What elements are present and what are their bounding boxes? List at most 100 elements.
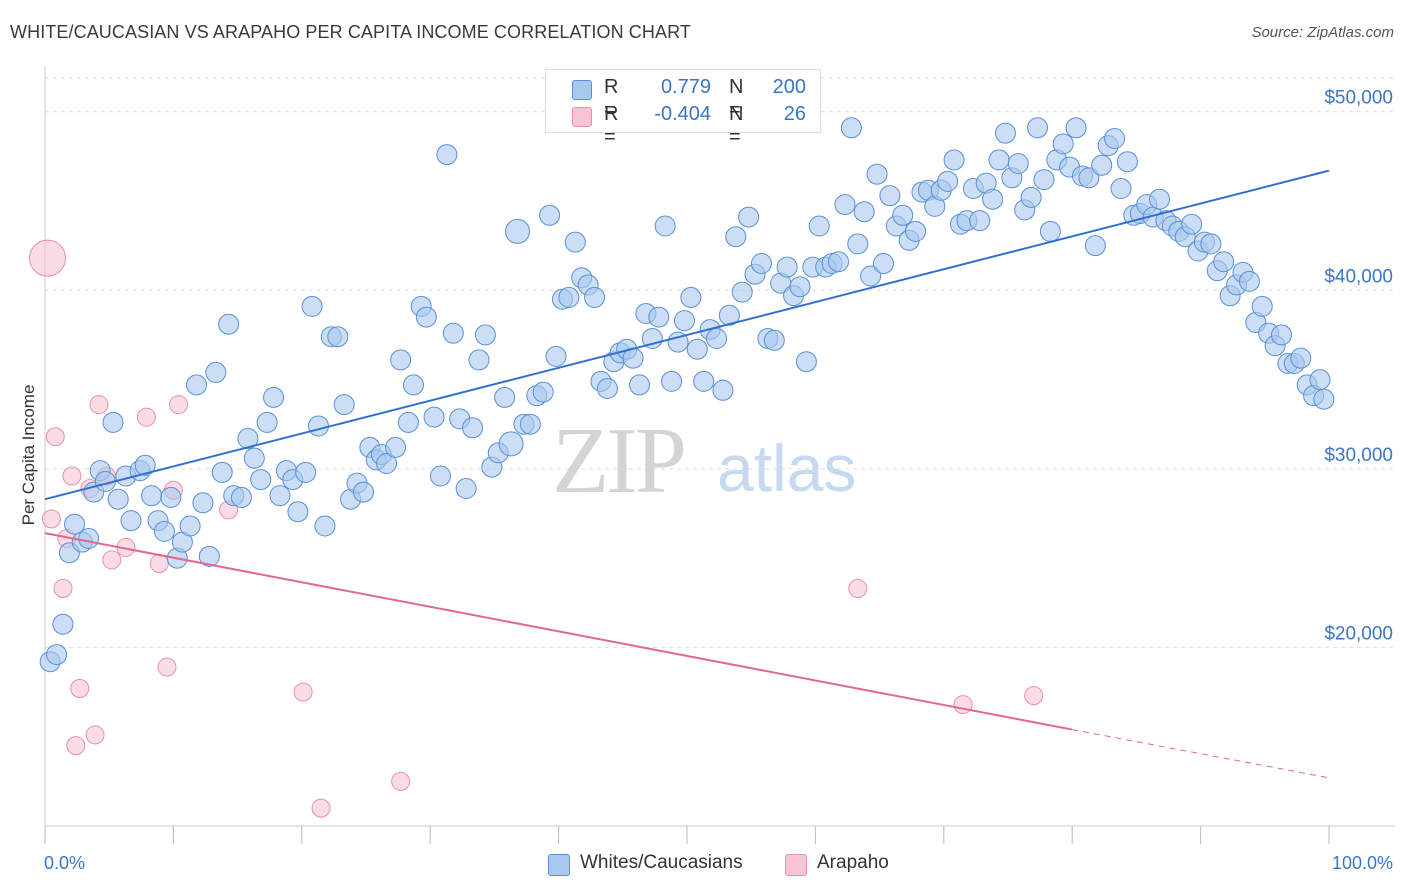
white-point [545,345,567,367]
arapaho-trend-extension [1072,729,1330,779]
gridlines [45,77,1395,648]
white-point [860,265,882,287]
watermark-zip: ZIP [552,409,684,513]
y-tick-label: $20,000 [1324,623,1393,644]
arapaho-point [1024,686,1044,706]
white-point [693,370,715,392]
white-point [230,486,252,508]
white-point [648,306,670,328]
white-point [706,328,728,349]
arapaho-point [45,427,65,447]
legend-swatch-blue [572,80,592,100]
arapaho-point [293,682,313,702]
white-point [160,486,182,508]
white-point [1290,347,1312,369]
white-point [853,201,875,223]
white-point [198,545,220,567]
arapaho-point [53,579,73,598]
white-point [134,454,156,476]
white-point [287,501,309,523]
white-point [376,453,398,474]
white-point [390,349,412,371]
white-point [442,322,464,344]
white-point [776,256,798,278]
bottom-legend-swatch-blue [548,854,570,876]
arapaho-point [29,239,67,277]
white-point [107,488,129,510]
white-point [1039,220,1061,242]
white-point [102,411,124,433]
white-point [673,310,695,332]
white-point [46,644,68,666]
white-point [1181,213,1203,235]
white-point [1116,151,1138,173]
arapaho-point [89,395,109,415]
white-point [352,481,374,503]
white-point [397,411,419,433]
white-point [558,286,580,308]
white-point [654,215,676,237]
white-point [237,428,259,449]
stats-legend: R = 0.779 N = 200 R = -0.404 N = 26 [545,69,821,148]
legend-n-label: N = [729,103,744,148]
white-point [1149,188,1171,210]
white-point [505,218,531,244]
white-point [498,431,524,457]
white-point [680,286,702,308]
white-point [120,510,142,532]
white-point [1309,369,1331,391]
white-point [1027,117,1049,139]
white-point [661,370,683,392]
white-point [969,210,991,232]
white-point [539,204,561,226]
x-tick-labels: 0.0% 100.0% [44,853,1393,873]
white-point [205,361,227,383]
white-trend-line [44,169,1330,501]
chart-source: Source: ZipAtlas.com [1251,24,1394,41]
white-point [879,185,901,207]
white-point [872,253,894,274]
white-point [988,149,1010,171]
legend-r-label: R = [604,76,619,121]
white-point [982,188,1004,210]
white-point [596,378,618,399]
white-point [866,163,888,185]
white-point [1084,235,1106,257]
white-point [1078,167,1100,189]
white-point [192,492,214,514]
white-point [1091,154,1113,176]
trend-lines [44,169,1330,779]
white-point [256,411,278,433]
white-point [1104,128,1126,149]
arapaho-point [41,509,61,529]
white-point [847,233,869,255]
arapaho-point [62,466,82,486]
white-point [1238,270,1260,292]
arapaho-point [391,771,411,791]
white-point [712,379,734,401]
white-point [731,281,753,303]
arapaho-point [102,550,122,570]
white-point [385,436,407,458]
white-point [186,374,208,396]
white-point [141,485,163,507]
white-point [301,295,323,317]
y-tick-label: $30,000 [1324,445,1393,466]
y-tick-label: $40,000 [1324,266,1393,287]
white-point [243,447,265,469]
white-point [667,331,689,353]
white-point [468,349,490,371]
white-point [718,304,740,326]
legend-n-value: 26 [783,103,806,125]
white-point [295,461,317,483]
white-points [39,117,1335,673]
white-point [943,149,965,171]
white-point [628,374,650,396]
white-point [455,478,477,499]
white-point [333,394,355,416]
arapaho-points [29,239,1044,818]
white-point [78,528,100,549]
white-point [892,204,914,226]
white-point [269,485,291,507]
watermark-atlas: atlas [717,431,856,505]
